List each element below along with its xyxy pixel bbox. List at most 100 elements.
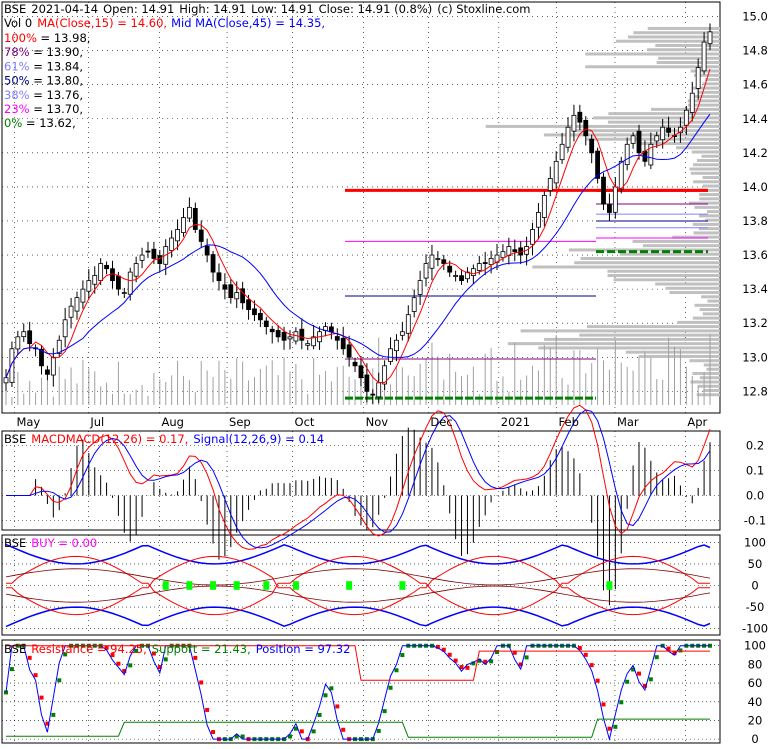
volume-profile-bar [568, 248, 720, 252]
srp-step [311, 729, 316, 734]
candle-body [447, 265, 453, 273]
candle-body [186, 206, 192, 219]
volume-profile-bar [696, 393, 720, 397]
fib-legend-entry: 0% = 13.62, [4, 116, 76, 130]
srp-step [441, 647, 446, 652]
srp-step [128, 663, 133, 668]
candle-body [370, 393, 376, 396]
srp-step [453, 658, 458, 663]
volume-profile-bar [613, 278, 720, 282]
copyright-text: (c) Stoxline.com [437, 2, 530, 16]
y-tick-label: 0.0 [746, 489, 764, 503]
volume-profile-bar [701, 154, 720, 158]
candle-body [139, 254, 145, 261]
candle-body [648, 143, 654, 166]
srp-step [595, 678, 600, 683]
srp-step [234, 734, 239, 739]
candle-body [275, 330, 281, 338]
srp-step [27, 655, 32, 660]
candle-body [512, 249, 518, 253]
volume-profile-bar [593, 116, 720, 120]
candle-body [181, 217, 186, 233]
volume-profile-bar [608, 112, 720, 116]
srp-step [323, 693, 328, 698]
buy-signal-marker [346, 581, 353, 590]
candle-body [411, 297, 417, 312]
srp-step [116, 661, 121, 666]
date-text: 2021-04-14 [31, 2, 98, 16]
srp-step [666, 646, 671, 651]
srp-step [518, 662, 523, 667]
fib-pct: 100% [4, 31, 37, 45]
candle-body [459, 275, 464, 282]
volume-profile-bar [647, 26, 720, 30]
volume-profile-bar [694, 205, 720, 209]
srp-step [122, 668, 127, 673]
candle-body [530, 229, 535, 245]
volume-profile-bar [650, 107, 720, 111]
candle-body [589, 138, 595, 154]
srp-step [33, 673, 38, 678]
y-tick-label: 15.0 [742, 10, 768, 24]
fib-pct: 78% [4, 45, 30, 59]
low-text: Low: 14.91 [251, 2, 313, 16]
candle-body [488, 258, 494, 265]
srp-step [329, 686, 334, 691]
volume-profile-bar [693, 180, 720, 184]
fib-legend-entry: 38% = 13.76, [4, 88, 83, 102]
fib-pct: 38% [4, 88, 30, 102]
volume-profile-bar [655, 43, 720, 47]
y-tick-label: 0.1 [746, 464, 764, 478]
candle-body [571, 114, 577, 132]
volume-profile-bar [699, 193, 720, 197]
srp-step [341, 727, 346, 732]
candle-body [388, 348, 393, 362]
volume-profile-bar [543, 133, 720, 137]
candle-body [607, 204, 612, 213]
srp-step [495, 649, 500, 654]
moving-average-lines [5, 68, 711, 383]
srp-step [465, 665, 470, 670]
y-tick-label: 40 [748, 695, 763, 709]
buy-signal-marker [162, 581, 169, 590]
candle-body [169, 237, 175, 251]
volume-profile-bar [707, 299, 720, 303]
y-tick-label: 14.8 [742, 44, 768, 58]
ma15-line [5, 68, 711, 383]
volume-profile-bar [694, 303, 720, 307]
srp-step [512, 650, 517, 655]
buy-signal-marker [233, 581, 240, 590]
srp-step [577, 646, 582, 651]
y-tick-label: 13.6 [742, 248, 768, 262]
candle-body [654, 135, 660, 142]
volume-profile-bar [658, 56, 720, 60]
candle-body [352, 361, 358, 367]
signal-value: Signal(12,26,9) = 0.14 [193, 432, 324, 446]
y-tick-label: 100 [744, 535, 766, 549]
volume-profile-bar [616, 39, 720, 43]
srp-step [51, 712, 56, 717]
candle-body [68, 305, 74, 318]
volume-label: Vol 0 [4, 16, 32, 30]
fib-pct: 0% [4, 116, 22, 130]
candle-body [423, 263, 429, 279]
srp-step [199, 680, 204, 685]
fib-legend-entry: 61% = 13.84, [4, 59, 83, 73]
srp-series [4, 643, 712, 742]
srp-step [489, 659, 494, 664]
srp-step [400, 653, 405, 658]
srp-step [63, 652, 68, 657]
fib-value: = 13.98, [37, 31, 91, 45]
candle-body [482, 262, 488, 264]
position-line [5, 645, 710, 742]
volume-profile-bar [642, 244, 720, 248]
candle-body [394, 339, 399, 352]
support-value: Support = 21.43, [152, 642, 251, 656]
fib-legend-entry: 23% = 13.70, [4, 102, 83, 116]
srp-step [625, 679, 630, 684]
srp-header: BSE Resistance = 94.25, Support = 21.43, Po… [4, 642, 350, 656]
y-tick-labels: 15.0 14.8 14.6 14.4 14.2 14.0 13.8 13.6 13.4 13.2… [742, 10, 768, 747]
candle-body [121, 292, 127, 294]
volume-profile-bar [690, 171, 720, 175]
srp-step [477, 658, 482, 663]
